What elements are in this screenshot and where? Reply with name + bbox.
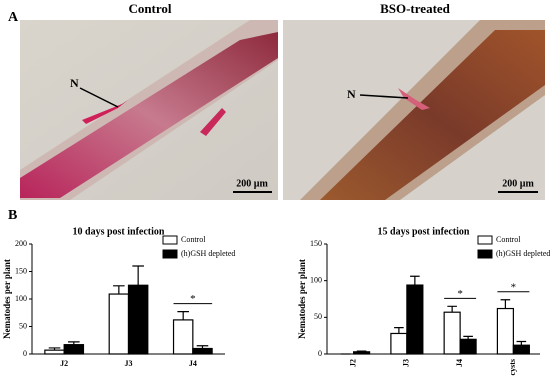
x-tick-label: J4: [189, 359, 197, 368]
scale-label: 200 µm: [502, 178, 534, 189]
x-tick-label: J3: [402, 359, 411, 367]
significance-mark: *: [190, 293, 196, 305]
error-bar: [463, 335, 473, 340]
bar: [353, 351, 371, 355]
y-tick-label: 150: [310, 239, 322, 248]
error-bar: [48, 347, 61, 351]
y-tick-label: 0: [23, 349, 27, 358]
y-tick-label: 50: [314, 312, 322, 321]
bar: [192, 347, 213, 355]
legend-label: Control: [181, 235, 206, 244]
nematode: [200, 108, 226, 136]
pointer-line: [359, 94, 409, 99]
error-bar: [500, 299, 511, 309]
x-tick-label: J2: [348, 359, 357, 367]
panel-label: A: [8, 10, 19, 25]
y-tick-label: 50: [19, 321, 27, 330]
y-tick-label: 100: [15, 294, 27, 303]
legend-label: Control: [496, 235, 521, 244]
root: [320, 30, 545, 200]
bar: [443, 311, 461, 355]
nematode: [398, 88, 430, 110]
y-axis-label: Nematodes per plant: [2, 259, 12, 339]
bar: [127, 284, 149, 355]
nematode: [82, 100, 128, 124]
error-bar: [177, 311, 189, 320]
y-tick-label: 100: [310, 275, 322, 284]
error-bar: [516, 340, 527, 346]
legend-swatch: [477, 249, 493, 259]
marker-label: N: [347, 87, 356, 101]
bar: [496, 307, 514, 355]
x-tick-label: J4: [455, 359, 464, 367]
y-tick-label: 150: [15, 266, 27, 275]
bar: [63, 344, 85, 355]
legend-swatch: [477, 235, 493, 245]
x-tick-label: J3: [125, 359, 133, 368]
chart-title: 15 days post infection: [378, 226, 470, 237]
scale-label: 200 µm: [236, 178, 268, 189]
x-tick-label: cysts: [508, 359, 517, 375]
legend-swatch: [162, 235, 178, 245]
bar: [108, 293, 130, 355]
significance-mark: *: [511, 281, 517, 293]
legend-swatch: [162, 249, 178, 259]
y-tick-label: 0: [318, 349, 322, 358]
bar: [512, 344, 530, 355]
bar: [44, 349, 65, 355]
legend-label: (h)GSH depleted: [181, 249, 235, 258]
bar: [172, 319, 194, 355]
image-title: Control: [128, 1, 171, 16]
error-bar: [132, 265, 144, 286]
y-tick-label: 200: [15, 239, 27, 248]
panel-label: B: [8, 208, 17, 223]
error-bar: [196, 345, 209, 349]
x-tick-label: J2: [60, 359, 68, 368]
bar: [406, 284, 424, 355]
error-bar: [394, 327, 404, 334]
image-title: BSO-treated: [380, 1, 451, 16]
significance-mark: *: [457, 288, 463, 300]
chart-title: 10 days post infection: [73, 226, 165, 237]
y-axis-label: Nematodes per plant: [297, 259, 307, 339]
marker-label: N: [70, 76, 79, 90]
legend-label: (h)GSH depleted: [496, 249, 550, 258]
error-bar: [356, 350, 367, 352]
bar: [459, 338, 477, 355]
error-bar: [68, 341, 80, 345]
bar: [390, 332, 408, 355]
error-bar: [410, 275, 420, 286]
root: [20, 32, 278, 198]
error-bar: [447, 305, 457, 313]
pointer-line: [79, 87, 119, 108]
error-bar: [113, 285, 125, 295]
